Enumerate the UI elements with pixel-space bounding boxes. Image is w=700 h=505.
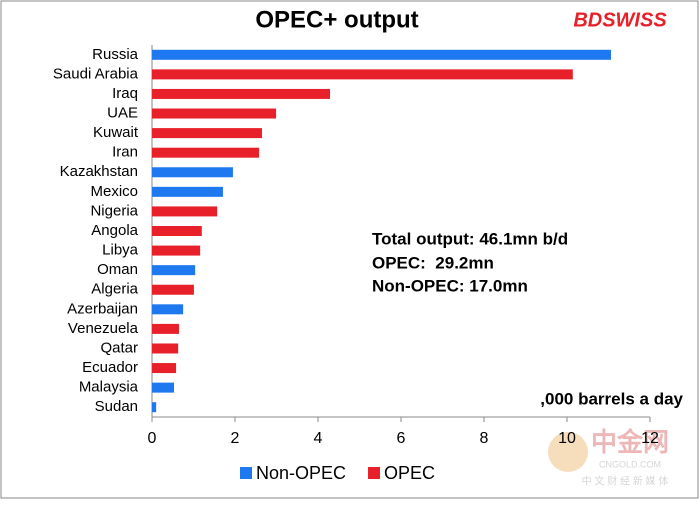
watermark-text: 中 文 财 经 新 媒 体 xyxy=(582,475,669,488)
bar xyxy=(152,323,179,334)
bar xyxy=(152,186,223,197)
legend-label: Non-OPEC xyxy=(256,463,346,483)
bar xyxy=(152,363,177,374)
x-tick-label: 6 xyxy=(397,430,406,447)
watermark: 中金网 CNGOLD.COM 中 文 财 经 新 媒 体 xyxy=(548,427,669,488)
watermark-text: CNGOLD.COM xyxy=(599,459,661,469)
y-tick-label: Ecuador xyxy=(82,359,138,376)
legend-swatch xyxy=(240,467,252,479)
y-tick-label: Malaysia xyxy=(79,379,139,396)
x-tick-label: 0 xyxy=(148,430,157,447)
logo: BDSWISS xyxy=(573,9,667,31)
unit-note: ,000 barrels a day xyxy=(540,389,683,408)
bar xyxy=(152,265,196,276)
bar xyxy=(152,108,277,119)
bar xyxy=(152,88,331,99)
bar xyxy=(152,226,202,236)
y-tick-label: Nigeria xyxy=(90,202,138,219)
y-tick-label: Saudi Arabia xyxy=(53,65,139,82)
legend-label: OPEC xyxy=(384,463,435,483)
y-tick-label: Venezuela xyxy=(68,320,139,337)
bar xyxy=(152,167,233,178)
bar xyxy=(152,343,179,354)
bar xyxy=(152,245,201,256)
x-tick-label: 4 xyxy=(314,430,323,447)
annotation: Non-OPEC: 17.0mn xyxy=(372,276,528,295)
bar xyxy=(152,304,184,315)
bar xyxy=(152,382,174,393)
bar xyxy=(152,147,260,158)
y-tick-label: Oman xyxy=(97,261,138,278)
annotation: Total output: 46.1mn b/d xyxy=(372,229,568,248)
x-tick-label: 8 xyxy=(480,430,489,447)
y-tick-label: Sudan xyxy=(95,398,138,415)
bar xyxy=(152,206,218,217)
x-tick-label: 2 xyxy=(231,430,240,447)
y-tick-label: Algeria xyxy=(91,281,138,298)
y-tick-label: Iran xyxy=(112,144,138,161)
y-tick-label: Azerbaijan xyxy=(67,300,138,317)
y-tick-label: Russia xyxy=(92,46,139,63)
y-tick-label: Qatar xyxy=(100,339,138,356)
bar xyxy=(152,69,573,80)
bar xyxy=(152,284,194,295)
chart-title: OPEC+ output xyxy=(255,6,418,33)
bar xyxy=(152,128,262,139)
x-tick-label: 10 xyxy=(558,430,576,447)
bar xyxy=(152,402,157,413)
y-tick-label: Libya xyxy=(102,242,139,259)
y-tick-label: Kazakhstan xyxy=(60,163,138,180)
y-tick-label: Kuwait xyxy=(93,124,139,141)
y-tick-label: UAE xyxy=(107,104,138,121)
x-tick-label: 12 xyxy=(641,430,659,447)
legend-swatch xyxy=(368,467,381,479)
annotation: OPEC: 29.2mn xyxy=(372,253,494,272)
watermark-text: 中金网 xyxy=(591,427,669,457)
bar xyxy=(152,49,611,60)
y-tick-label: Angola xyxy=(91,222,138,239)
watermark-icon xyxy=(548,432,588,472)
y-tick-label: Iraq xyxy=(112,85,138,102)
y-tick-label: Mexico xyxy=(90,183,138,200)
